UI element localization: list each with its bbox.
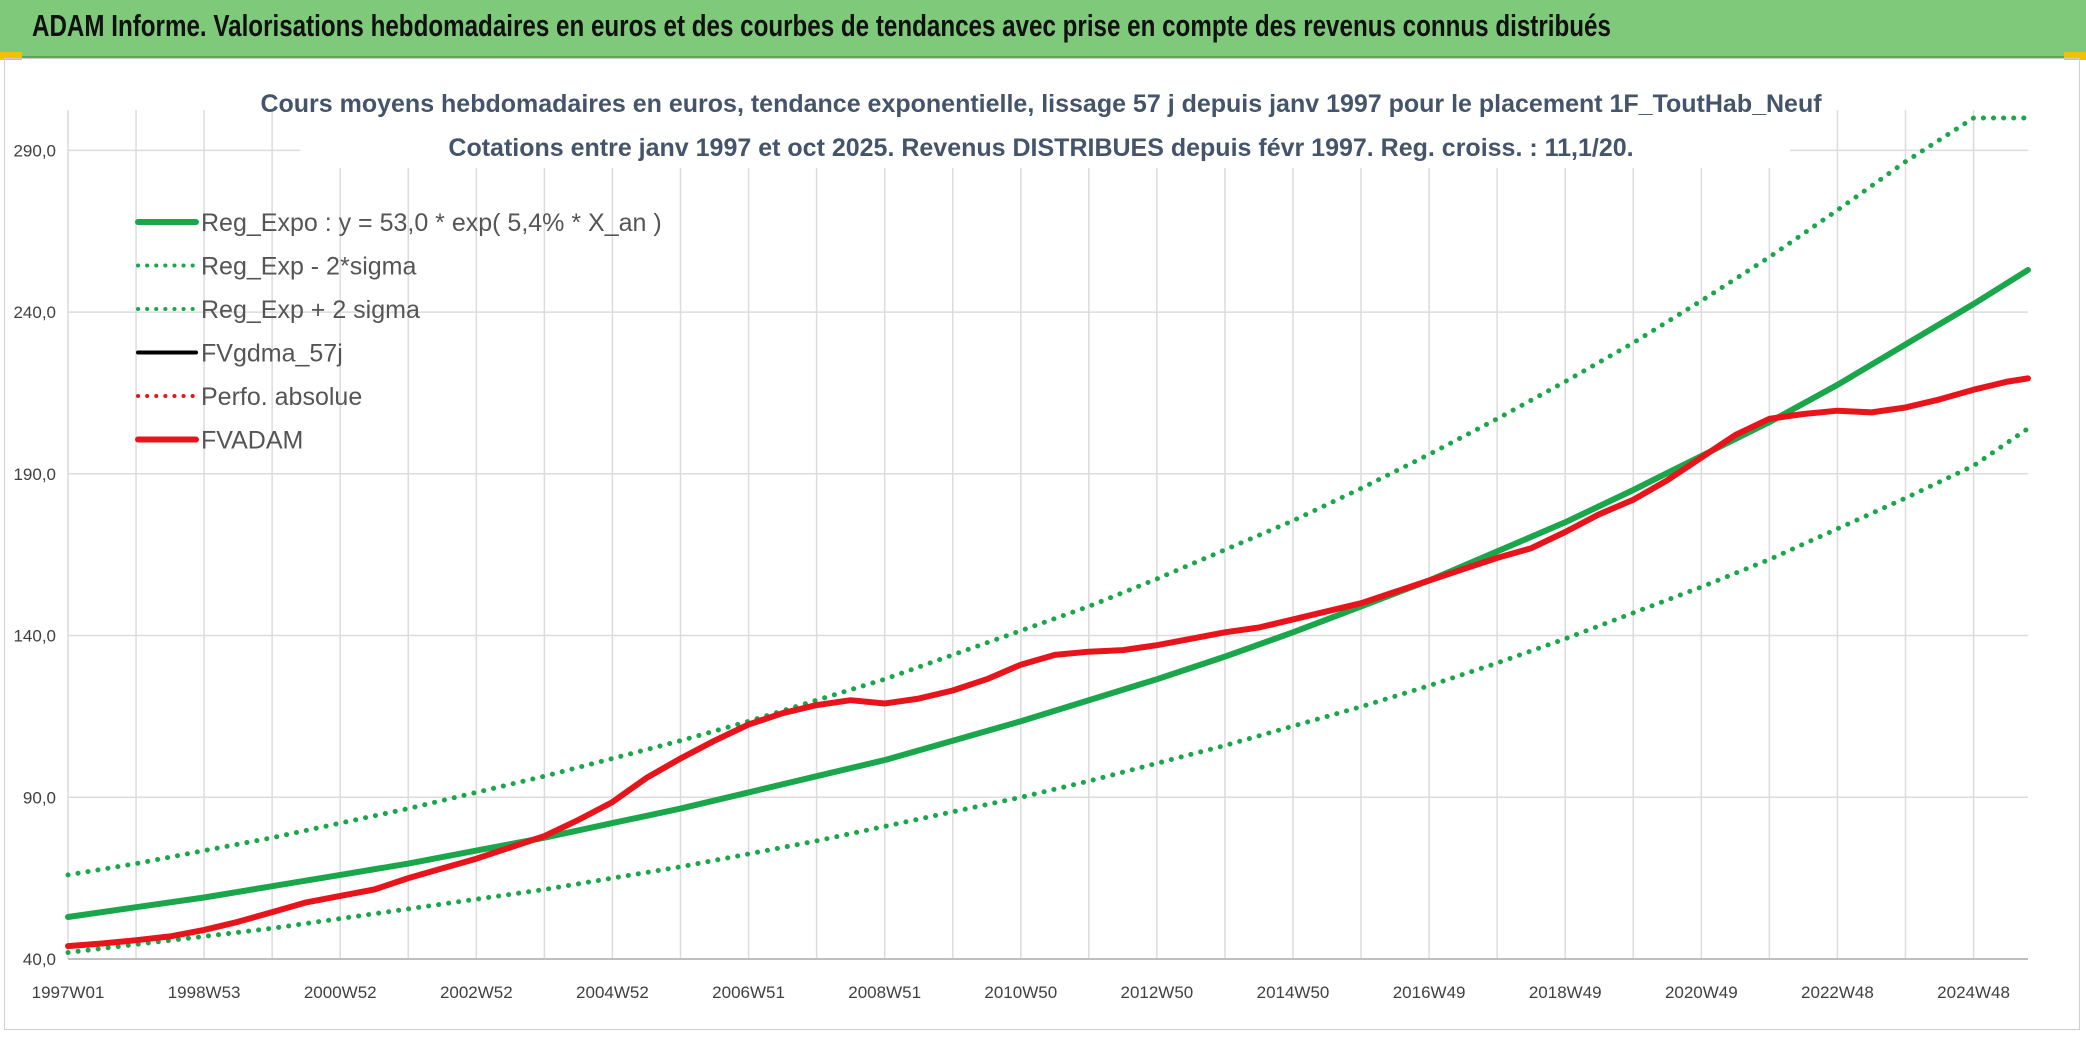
chart-title: Cours moyens hebdomadaires en euros, ten… xyxy=(260,90,1822,118)
x-tick-label: 2002W52 xyxy=(440,983,513,1002)
x-tick-label: 2016W49 xyxy=(1393,983,1466,1002)
x-tick-label: 1997W01 xyxy=(32,983,105,1002)
x-tick-label: 2024W48 xyxy=(1937,983,2010,1002)
report-banner: ADAM Informe. Valorisations hebdomadaire… xyxy=(0,0,2086,58)
legend-label: FVADAM xyxy=(201,427,303,455)
series-reg-expo xyxy=(65,267,2031,920)
corner-marker-left xyxy=(0,52,22,60)
legend: Reg_Expo : y = 53,0 * exp( 5,4% * X_an )… xyxy=(135,209,662,455)
axes: 40,0 90,0 140,0 190,0 240,0 290,0 1997W01 1998W… xyxy=(13,141,2028,1002)
y-tick-label: 190,0 xyxy=(13,465,56,484)
x-tick-label: 2012W50 xyxy=(1120,983,1193,1002)
title-background xyxy=(300,80,1790,168)
legend-label: Reg_Expo : y = 53,0 * exp( 5,4% * X_an ) xyxy=(201,209,662,237)
x-tick-label: 2000W52 xyxy=(304,983,377,1002)
grid xyxy=(67,110,2028,960)
x-tick-label: 2010W50 xyxy=(984,983,1057,1002)
chart-frame xyxy=(4,58,2080,1030)
chart-subtitle: Cotations entre janv 1997 et oct 2025. R… xyxy=(448,134,1633,162)
legend-label: Reg_Exp + 2 sigma xyxy=(201,296,420,324)
y-tick-label: 240,0 xyxy=(13,303,56,322)
x-tick-label: 2004W52 xyxy=(576,983,649,1002)
series-fvadam xyxy=(65,375,2031,950)
legend-label: Perfo. absolue xyxy=(201,383,362,411)
legend-label: Reg_Exp - 2*sigma xyxy=(201,253,416,281)
y-tick-label: 140,0 xyxy=(13,627,56,646)
legend-label: FVgdma_57j xyxy=(201,340,343,368)
series-reg-exp-minus-2sigma xyxy=(65,426,2031,955)
x-tick-label: 2008W51 xyxy=(848,983,921,1002)
x-tick-label: 2020W49 xyxy=(1665,983,1738,1002)
x-tick-label: 2022W48 xyxy=(1801,983,1874,1002)
y-tick-label: 290,0 xyxy=(13,141,56,160)
y-tick-label: 90,0 xyxy=(23,788,56,807)
x-tick-label: 1998W53 xyxy=(168,983,241,1002)
y-tick-label: 40,0 xyxy=(23,950,56,969)
report-title: ADAM Informe. Valorisations hebdomadaire… xyxy=(32,8,1611,43)
series-group xyxy=(65,115,2031,955)
x-tick-label: 2018W49 xyxy=(1529,983,1602,1002)
series-reg-exp-plus-2sigma xyxy=(65,115,2031,878)
x-tick-label: 2014W50 xyxy=(1257,983,1330,1002)
corner-marker-right xyxy=(2064,52,2086,60)
x-tick-label: 2006W51 xyxy=(712,983,785,1002)
